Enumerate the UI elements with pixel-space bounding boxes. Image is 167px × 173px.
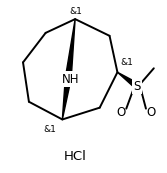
Polygon shape bbox=[65, 19, 75, 79]
Text: HCl: HCl bbox=[64, 150, 87, 163]
Polygon shape bbox=[62, 78, 71, 120]
Text: &1: &1 bbox=[43, 125, 56, 134]
Text: NH: NH bbox=[61, 73, 79, 86]
Text: O: O bbox=[117, 106, 126, 119]
Text: &1: &1 bbox=[121, 58, 134, 67]
Text: &1: &1 bbox=[70, 7, 82, 16]
Text: O: O bbox=[146, 106, 155, 119]
Polygon shape bbox=[117, 72, 139, 88]
Text: S: S bbox=[133, 80, 141, 93]
